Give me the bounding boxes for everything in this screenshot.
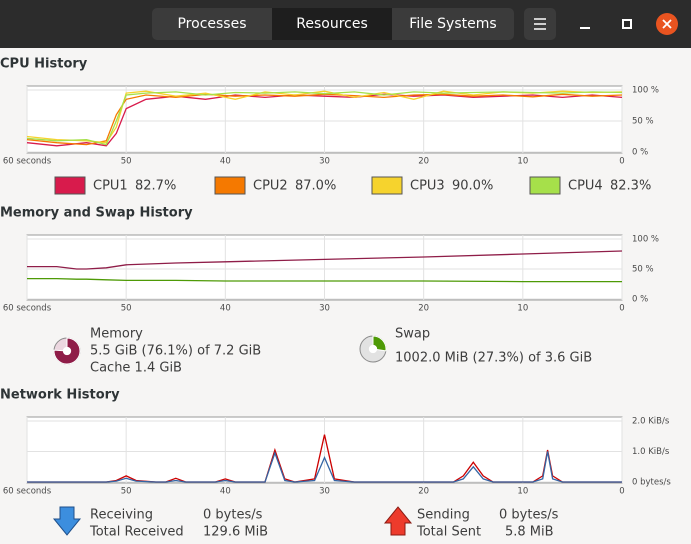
y-tick-label: 50 % <box>632 117 654 127</box>
legend-value: 82.3% <box>610 179 651 194</box>
sending-rate: 0 bytes/s <box>499 508 559 523</box>
legend-label: CPU3 <box>410 179 445 194</box>
x-tick-label: 20 <box>418 487 429 497</box>
maximize-button[interactable] <box>622 19 632 29</box>
x-tick-label: 40 <box>220 304 231 314</box>
close-icon <box>662 19 672 29</box>
menu-icon <box>534 18 546 30</box>
active-tab-background <box>272 8 392 40</box>
y-tick-label: 1.0 KiB/s <box>632 447 670 457</box>
swap-pie-hole <box>368 344 378 354</box>
x-tick-label: 10 <box>517 487 528 497</box>
section-title: Memory and Swap History <box>0 206 193 221</box>
y-tick-label: 0 % <box>632 148 648 158</box>
legend-swatch <box>529 176 561 195</box>
tab[interactable]: File Systems <box>409 16 496 32</box>
y-tick-label: 50 % <box>632 265 654 275</box>
x-tick-label: 10 <box>517 304 528 314</box>
y-tick-label: 100 % <box>632 86 659 96</box>
x-tick-label: 50 <box>121 304 132 314</box>
legend-value: 87.0% <box>295 179 336 194</box>
x-tick-label: 0 <box>619 157 624 167</box>
tab[interactable]: Resources <box>296 16 368 32</box>
series-line <box>26 91 623 146</box>
total-sent-label: Total Sent <box>416 525 481 540</box>
swap-label: Swap <box>395 327 430 342</box>
x-tick-label: 20 <box>418 304 429 314</box>
x-tick-label: 60 seconds <box>3 304 52 314</box>
total-received-label: Total Received <box>89 525 184 540</box>
tab[interactable]: Processes <box>177 16 246 32</box>
legend-label: CPU2 <box>253 179 288 194</box>
series-line <box>27 277 622 283</box>
legend-swatch <box>214 176 246 195</box>
x-tick-label: 30 <box>319 304 330 314</box>
x-tick-label: 50 <box>121 157 132 167</box>
legend-value: 82.7% <box>135 179 176 194</box>
x-tick-label: 20 <box>418 157 429 167</box>
menu-button[interactable] <box>524 8 556 40</box>
close-button[interactable] <box>656 13 678 35</box>
x-tick-label: 40 <box>220 157 231 167</box>
sending-icon <box>383 506 413 536</box>
memory-pie-hole <box>62 346 72 356</box>
memory-usage: 5.5 GiB (76.1%) of 7.2 GiB <box>90 344 261 359</box>
y-tick-label: 0 bytes/s <box>632 478 671 488</box>
receiving-rate: 0 bytes/s <box>203 508 263 523</box>
y-tick-label: 100 % <box>632 235 659 245</box>
legend-label: CPU1 <box>93 179 128 194</box>
receiving-icon <box>52 506 82 536</box>
legend-swatch <box>54 176 86 195</box>
memory-label: Memory <box>90 327 143 342</box>
x-tick-label: 60 seconds <box>3 157 52 167</box>
y-tick-label: 0 % <box>632 295 648 305</box>
x-tick-label: 30 <box>319 487 330 497</box>
x-tick-label: 30 <box>319 157 330 167</box>
x-tick-label: 40 <box>220 487 231 497</box>
x-tick-label: 0 <box>619 487 624 497</box>
y-tick-label: 2.0 KiB/s <box>632 417 670 427</box>
legend-label: CPU4 <box>568 179 603 194</box>
x-tick-label: 0 <box>619 304 624 314</box>
series-line <box>27 451 622 483</box>
series-line <box>27 250 623 270</box>
x-tick-label: 50 <box>121 487 132 497</box>
legend-value: 90.0% <box>452 179 493 194</box>
receiving-label: Receiving <box>90 508 153 523</box>
section-title: Network History <box>0 388 120 403</box>
section-title: CPU History <box>0 57 88 72</box>
legend-swatch <box>371 176 403 195</box>
total-received: 129.6 MiB <box>203 525 268 540</box>
series-line <box>26 93 623 146</box>
swap-usage: 1002.0 MiB (27.3%) of 3.6 GiB <box>395 351 592 366</box>
x-tick-label: 60 seconds <box>3 487 52 497</box>
memory-cache: Cache 1.4 GiB <box>90 361 182 376</box>
tab-bar: Processes Resources File Systems <box>152 8 514 40</box>
x-tick-label: 10 <box>517 157 528 167</box>
total-sent: 5.8 MiB <box>505 525 554 540</box>
sending-label: Sending <box>417 508 470 523</box>
